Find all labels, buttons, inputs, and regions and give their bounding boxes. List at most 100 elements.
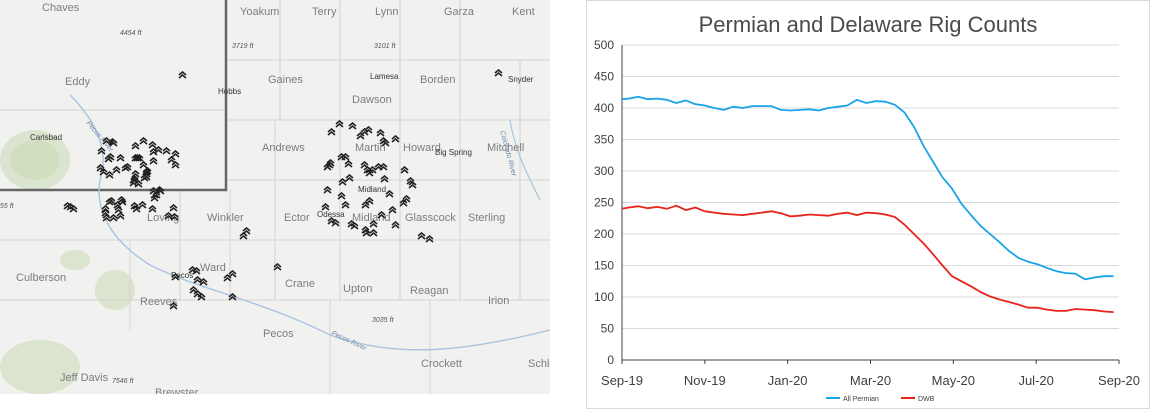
rig-icon — [365, 168, 374, 177]
rig-icon — [169, 302, 178, 310]
county-label-loving: Loving — [147, 212, 180, 224]
chart-title: Permian and Delaware Rig Counts — [698, 12, 1038, 37]
rig-icon — [170, 212, 179, 221]
y-tick-label: 350 — [594, 133, 614, 147]
rig-icon — [178, 71, 187, 79]
rig-icon — [338, 178, 347, 186]
city-label-big-spring: Big Spring — [435, 148, 472, 157]
rig-icon — [199, 277, 208, 286]
x-tick-label: Mar-20 — [850, 373, 891, 388]
rig-icon — [148, 141, 157, 149]
rig-icon — [337, 153, 346, 162]
rig-icon — [99, 167, 108, 176]
county-label-jeff-davis: Jeff Davis — [60, 372, 109, 384]
county-label-sterling: Sterling — [468, 212, 506, 224]
rig-count-chart: Permian and Delaware Rig Counts 0 50 100 15… — [586, 0, 1150, 409]
county-label-kent: Kent — [512, 6, 535, 18]
y-tick-label: 300 — [594, 164, 614, 178]
rig-icon — [162, 146, 171, 155]
rig-icon — [400, 165, 409, 174]
rig-icon — [116, 153, 125, 162]
y-tick-label: 400 — [594, 101, 614, 115]
rig-icon — [171, 160, 180, 169]
county-label-chaves: Chaves — [42, 2, 80, 14]
rig-icon — [113, 201, 122, 210]
map-boundaries — [0, 0, 550, 394]
rig-icon — [152, 190, 161, 199]
terrain-patch-4 — [60, 250, 90, 270]
rig-icon — [369, 219, 378, 228]
rig-icon — [133, 153, 142, 162]
city-label-carlsbad: Carlsbad — [30, 133, 63, 142]
rig-icon — [362, 228, 371, 237]
rig-icon — [197, 292, 206, 301]
x-tick-label: Jan-20 — [768, 373, 808, 388]
rig-icon — [272, 263, 282, 271]
rig-icon — [139, 136, 148, 145]
rig-icon — [384, 190, 394, 198]
elevation-label: 4454 ft — [120, 30, 142, 37]
rig-icon — [344, 159, 353, 168]
rig-icon — [425, 235, 434, 243]
terrain-patch-3 — [95, 270, 135, 310]
rig-icon — [96, 163, 105, 172]
rig-icon — [142, 172, 151, 181]
county-label-pecos: Pecos — [263, 328, 294, 340]
county-label-glasscock: Glasscock — [405, 212, 456, 224]
rig-icon — [348, 122, 357, 130]
rig-icon — [399, 199, 408, 207]
rig-icon — [228, 270, 237, 278]
rig-icon — [105, 198, 114, 207]
rig-icon — [154, 145, 163, 154]
rig-icon — [138, 201, 147, 210]
rig-icon — [171, 273, 180, 281]
rig-icon — [106, 152, 115, 161]
rig-icon — [323, 162, 332, 171]
x-tick-label: Sep-19 — [601, 373, 643, 388]
elevation-label: 7546 ft — [112, 378, 134, 385]
rig-icon — [139, 161, 148, 170]
rig-icon — [69, 204, 78, 213]
rig-icon — [131, 204, 141, 213]
rig-icon — [356, 131, 365, 140]
rig-icon — [105, 170, 114, 179]
rig-icon — [242, 227, 251, 235]
rig-icon — [112, 166, 121, 175]
y-tick-label: 150 — [594, 259, 614, 273]
rig-icon — [102, 214, 111, 222]
series-line-dwb — [621, 204, 1114, 313]
rig-icon — [374, 163, 383, 172]
rig-icon — [193, 290, 202, 299]
county-label-andrews: Andrews — [262, 142, 305, 154]
rig-icon — [169, 203, 178, 212]
rig-icon — [341, 201, 350, 209]
x-tick-label: May-20 — [932, 373, 975, 388]
county-label-crane: Crane — [285, 278, 315, 290]
y-tick-label: 50 — [601, 322, 615, 336]
legend-label: DWB — [918, 396, 935, 403]
rig-icon — [331, 218, 340, 227]
rig-icon — [101, 209, 110, 217]
x-tick-label: Jul-20 — [1018, 373, 1053, 388]
rig-icon — [360, 128, 369, 136]
elevation-label: 3719 ft — [232, 43, 254, 50]
rig-icon — [131, 170, 140, 178]
rig-icon — [109, 213, 118, 222]
colorado-river — [509, 119, 541, 201]
rig-icon — [97, 147, 106, 155]
county-label-garza: Garza — [444, 6, 474, 18]
county-label-eddy: Eddy — [65, 76, 91, 88]
rig-icon — [380, 174, 389, 183]
rig-icon — [192, 266, 201, 275]
rig-icon — [327, 127, 336, 136]
county-label-mitchell: Mitchell — [487, 142, 525, 154]
y-tick-label: 0 — [607, 353, 614, 367]
pecos-river — [69, 94, 550, 351]
rig-icon — [388, 206, 397, 214]
county-label-reeves: Reeves — [140, 296, 178, 308]
county-label-howard: Howard — [403, 142, 441, 154]
rig-icon — [193, 276, 202, 284]
city-label-lamesa: Lamesa — [370, 72, 399, 81]
y-tick-label: 450 — [594, 70, 614, 84]
rig-icon — [406, 176, 415, 185]
